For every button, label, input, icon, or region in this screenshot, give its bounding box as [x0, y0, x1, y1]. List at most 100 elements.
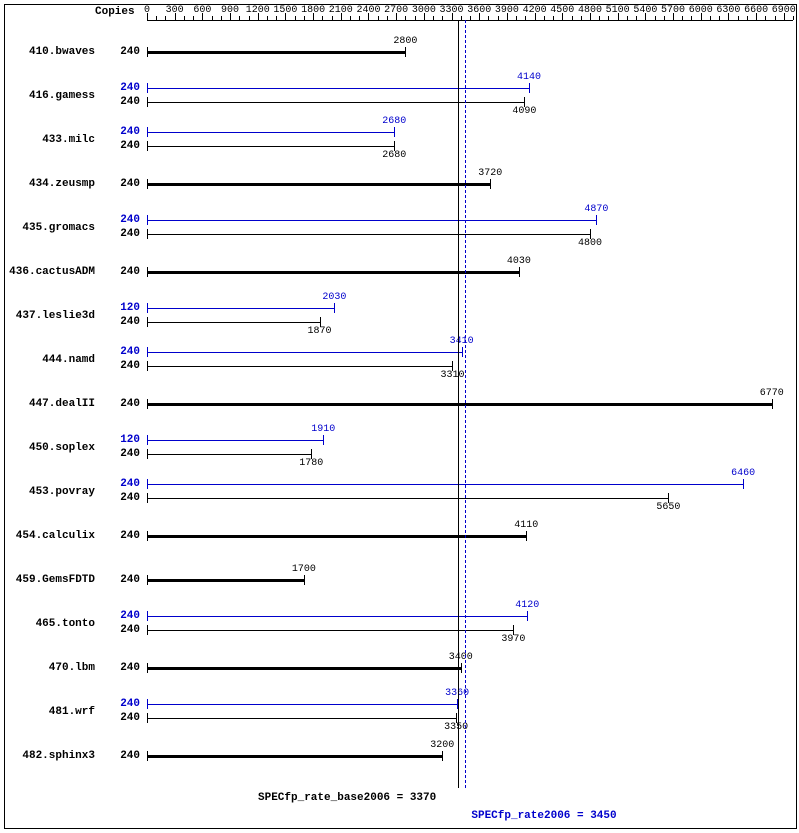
peak-copies: 240: [95, 82, 140, 94]
peak-value: 3410: [450, 336, 474, 347]
base-bar: [147, 498, 668, 499]
axis-tick-label: 600: [193, 5, 211, 16]
bar-cap: [304, 575, 305, 585]
base-bar: [147, 183, 490, 186]
bar-cap: [529, 83, 530, 93]
base-bar: [147, 403, 772, 406]
base-copies: 240: [95, 316, 140, 328]
axis-tick: [793, 16, 794, 20]
bar-cap: [772, 399, 773, 409]
bar-cap: [147, 611, 148, 621]
base-copies: 240: [95, 530, 140, 542]
base-bar: [147, 146, 394, 147]
spec-chart: Copies 030060090012001500180021002400270…: [4, 4, 797, 829]
base-copies: 240: [95, 140, 140, 152]
base-copies: 240: [95, 574, 140, 586]
base-copies: 240: [95, 398, 140, 410]
plot-area: 410.bwaves2402800416.gamess2404140240409…: [5, 20, 793, 788]
bar-cap: [147, 449, 148, 459]
axis-tick-label: 300: [166, 5, 184, 16]
base-value: 1700: [292, 564, 316, 575]
axis-tick-label: 0: [144, 5, 150, 16]
bar-cap: [147, 141, 148, 151]
axis-tick-label: 6300: [716, 5, 740, 16]
base-value: 4090: [512, 106, 536, 117]
ref-label-base: SPECfp_rate_base2006 = 3370: [258, 792, 436, 804]
benchmark-name: 447.dealII: [5, 398, 95, 410]
bar-cap: [596, 215, 597, 225]
peak-bar: [147, 352, 462, 353]
ref-label-peak: SPECfp_rate2006 = 3450: [471, 810, 616, 822]
base-copies: 240: [95, 624, 140, 636]
axis-tick-label: 1800: [301, 5, 325, 16]
base-value: 2680: [382, 150, 406, 161]
benchmark-name: 416.gamess: [5, 90, 95, 102]
benchmark-name: 453.povray: [5, 486, 95, 498]
peak-bar: [147, 440, 323, 441]
benchmark-name: 482.sphinx3: [5, 750, 95, 762]
base-value: 5650: [656, 502, 680, 513]
axis-tick-label: 5100: [606, 5, 630, 16]
bar-cap: [519, 267, 520, 277]
x-axis: 0300600900120015001800210024002700300033…: [147, 5, 793, 20]
bar-cap: [147, 317, 148, 327]
bar-cap: [147, 303, 148, 313]
axis-tick-label: 2700: [384, 5, 408, 16]
bar-cap: [147, 97, 148, 107]
benchmark-name: 434.zeusmp: [5, 178, 95, 190]
bar-cap: [147, 127, 148, 137]
peak-value: 4870: [584, 204, 608, 215]
bar-cap: [147, 267, 148, 277]
axis-tick-label: 2400: [356, 5, 380, 16]
benchmark-name: 410.bwaves: [5, 46, 95, 58]
peak-value: 2030: [322, 292, 346, 303]
bar-cap: [147, 47, 148, 57]
bar-cap: [462, 347, 463, 357]
bar-cap: [147, 575, 148, 585]
bar-cap: [147, 83, 148, 93]
base-value: 4030: [507, 256, 531, 267]
base-copies: 240: [95, 662, 140, 674]
base-copies: 240: [95, 46, 140, 58]
peak-bar: [147, 704, 457, 705]
peak-copies: 240: [95, 126, 140, 138]
bar-cap: [147, 361, 148, 371]
base-copies: 240: [95, 360, 140, 372]
base-bar: [147, 535, 526, 538]
peak-copies: 240: [95, 610, 140, 622]
bar-cap: [147, 435, 148, 445]
benchmark-name: 459.GemsFDTD: [5, 574, 95, 586]
copies-header: Copies: [95, 6, 135, 18]
axis-tick-label: 2100: [329, 5, 353, 16]
benchmark-name: 481.wrf: [5, 706, 95, 718]
bar-cap: [147, 713, 148, 723]
peak-copies: 240: [95, 346, 140, 358]
base-copies: 240: [95, 492, 140, 504]
base-bar: [147, 322, 320, 323]
peak-bar: [147, 308, 334, 309]
base-copies: 240: [95, 266, 140, 278]
bar-cap: [394, 127, 395, 137]
bar-cap: [147, 663, 148, 673]
axis-tick-label: 6000: [689, 5, 713, 16]
peak-value: 1910: [311, 424, 335, 435]
base-bar: [147, 755, 442, 758]
base-bar: [147, 718, 456, 719]
benchmark-name: 450.soplex: [5, 442, 95, 454]
benchmark-name: 465.tonto: [5, 618, 95, 630]
base-value: 3400: [449, 652, 473, 663]
bar-cap: [147, 179, 148, 189]
peak-bar: [147, 132, 394, 133]
base-bar: [147, 454, 311, 455]
peak-copies: 240: [95, 478, 140, 490]
base-copies: 240: [95, 228, 140, 240]
peak-bar: [147, 616, 527, 617]
benchmark-name: 436.cactusADM: [5, 266, 95, 278]
bar-cap: [527, 611, 528, 621]
bar-cap: [461, 663, 462, 673]
base-bar: [147, 102, 524, 103]
axis-tick-label: 1200: [246, 5, 270, 16]
base-value: 2800: [393, 36, 417, 47]
axis-tick-label: 3900: [495, 5, 519, 16]
bar-cap: [147, 399, 148, 409]
